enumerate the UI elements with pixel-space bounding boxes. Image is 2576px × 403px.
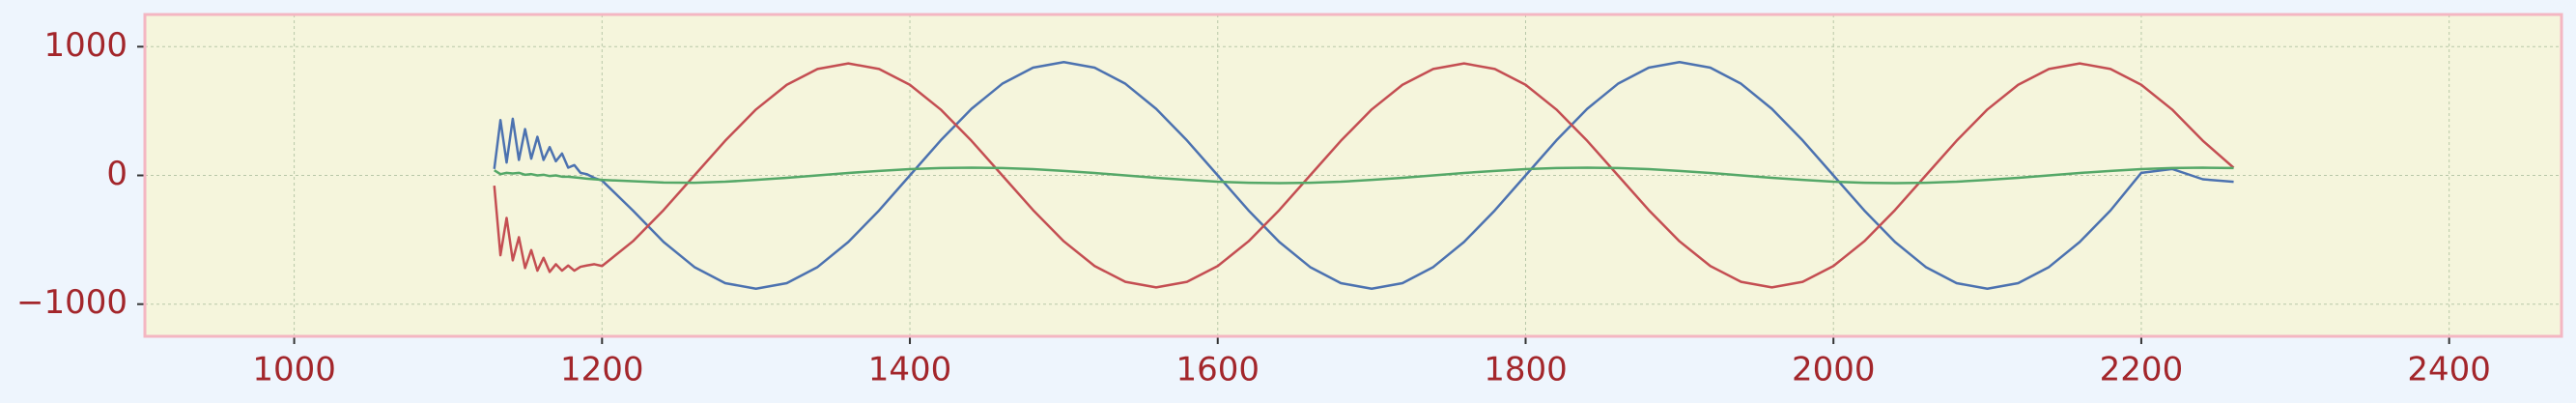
x-tick-label: 1400 (868, 351, 952, 389)
line-series (493, 62, 2235, 289)
x-tick-label: 2400 (2407, 351, 2491, 389)
line-series (493, 61, 2234, 290)
y-tick-label: 0 (106, 155, 127, 193)
x-tick-label: 1200 (560, 351, 644, 389)
x-tick-label: 2000 (1792, 351, 1876, 389)
x-tick-label: 1000 (252, 351, 336, 389)
plot-border (143, 13, 2563, 338)
x-tick-label: 1800 (1484, 351, 1568, 389)
y-tick-label: 1000 (43, 26, 127, 65)
line-series (494, 166, 2234, 185)
y-tick-label: −1000 (16, 283, 127, 322)
x-tick-label: 1600 (1175, 351, 1260, 389)
x-tick-label: 2200 (2100, 351, 2184, 389)
